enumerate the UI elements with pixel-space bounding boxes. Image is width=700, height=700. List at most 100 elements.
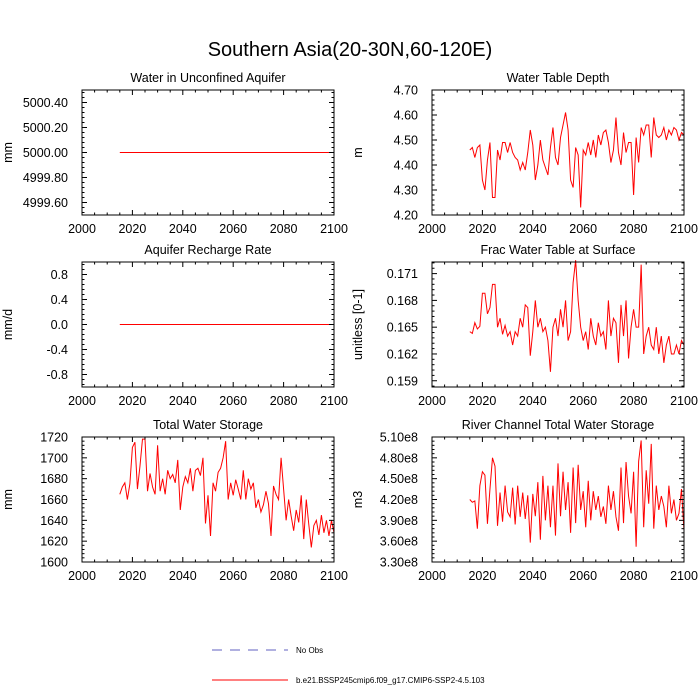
- panel-title: River Channel Total Water Storage: [462, 418, 655, 432]
- y-tick-label: 1720: [40, 431, 68, 445]
- panel-3: Aquifer Recharge Rate mm/d 2000 2020 2040 206…: [1, 243, 348, 408]
- y-axis-label: unitless [0-1]: [351, 289, 365, 360]
- y-tick-label: 1600: [40, 556, 68, 570]
- y-tick-label: 4.80e8: [380, 451, 418, 465]
- x-tick-label: 2000: [68, 569, 96, 583]
- y-tick-label: 1620: [40, 535, 68, 549]
- y-tick-label: 4.50: [394, 134, 418, 148]
- x-tick-label: 2040: [519, 394, 547, 408]
- panels: Water in Unconfined Aquifer mm 2000 2020 204…: [1, 71, 698, 583]
- x-tick-label: 2020: [468, 569, 496, 583]
- x-tick-label: 2000: [418, 222, 446, 236]
- legend-label-no-obs: No Obs: [296, 646, 323, 655]
- x-tick-label: 2020: [468, 222, 496, 236]
- panel-title: Water Table Depth: [507, 71, 610, 85]
- x-tick-label: 2080: [270, 569, 298, 583]
- x-tick-label: 2040: [519, 569, 547, 583]
- y-tick-label: 3.90e8: [380, 514, 418, 528]
- y-tick-label: 5000.00: [23, 146, 68, 160]
- y-tick-label: 1680: [40, 472, 68, 486]
- y-tick-label: 4999.60: [23, 196, 68, 210]
- x-tick-label: 2020: [468, 394, 496, 408]
- y-tick-label: 4.30: [394, 184, 418, 198]
- x-tick-label: 2080: [620, 222, 648, 236]
- y-tick-label: 5.10e8: [380, 431, 418, 445]
- y-tick-label: 3.30e8: [380, 556, 418, 570]
- series-line: [469, 440, 685, 547]
- panel-2: Water Table Depth m 2000 2020 2040 2060 2080 21…: [351, 71, 698, 236]
- x-tick-label: 2080: [620, 569, 648, 583]
- y-tick-label: 0.0: [51, 318, 68, 332]
- x-tick-label: 2100: [320, 569, 348, 583]
- panel-6: River Channel Total Water Storage m3 2000 2…: [351, 418, 698, 583]
- x-tick-label: 2080: [270, 222, 298, 236]
- y-tick-label: 1700: [40, 451, 68, 465]
- panel-title: Aquifer Recharge Rate: [144, 243, 271, 257]
- y-axis-label: mm: [1, 489, 15, 510]
- y-tick-label: -0.4: [46, 343, 68, 357]
- x-tick-label: 2040: [519, 222, 547, 236]
- x-tick-label: 2080: [620, 394, 648, 408]
- x-tick-label: 2060: [569, 222, 597, 236]
- series-line: [119, 438, 335, 548]
- figure-title: Southern Asia(20-30N,60-120E): [208, 39, 493, 61]
- x-tick-label: 2060: [569, 569, 597, 583]
- x-tick-label: 2100: [670, 394, 698, 408]
- y-tick-label: 4999.80: [23, 171, 68, 185]
- y-axis-label: m3: [351, 491, 365, 508]
- x-tick-label: 2060: [219, 569, 247, 583]
- panel-title: Water in Unconfined Aquifer: [130, 71, 285, 85]
- x-tick-label: 2020: [118, 222, 146, 236]
- x-tick-label: 2020: [118, 569, 146, 583]
- y-tick-label: 1640: [40, 514, 68, 528]
- y-tick-label: 1660: [40, 493, 68, 507]
- x-tick-label: 2100: [670, 569, 698, 583]
- y-axis-label: m: [351, 147, 365, 157]
- y-tick-label: 4.20: [394, 209, 418, 223]
- x-tick-label: 2000: [68, 394, 96, 408]
- y-axis-label: mm/d: [1, 309, 15, 340]
- y-tick-label: 0.171: [387, 267, 418, 281]
- x-tick-label: 2000: [418, 394, 446, 408]
- panel-1: Water in Unconfined Aquifer mm 2000 2020 204…: [1, 71, 348, 236]
- y-tick-label: 0.168: [387, 294, 418, 308]
- y-tick-label: 4.60: [394, 109, 418, 123]
- x-tick-label: 2100: [670, 222, 698, 236]
- x-tick-label: 2100: [320, 222, 348, 236]
- y-axis-label: mm: [1, 142, 15, 163]
- y-tick-label: -0.8: [46, 368, 68, 382]
- x-tick-label: 2040: [169, 394, 197, 408]
- y-tick-label: 0.8: [51, 268, 68, 282]
- y-tick-label: 4.40: [394, 159, 418, 173]
- x-tick-label: 2060: [569, 394, 597, 408]
- y-tick-label: 4.70: [394, 84, 418, 98]
- x-tick-label: 2080: [270, 394, 298, 408]
- x-tick-label: 2000: [68, 222, 96, 236]
- y-tick-label: 0.4: [51, 293, 68, 307]
- panel-5: Total Water Storage mm 2000 2020 2040 2060 208…: [1, 418, 348, 583]
- x-tick-label: 2060: [219, 394, 247, 408]
- panel-title: Total Water Storage: [153, 418, 263, 432]
- x-tick-label: 2000: [418, 569, 446, 583]
- series-line: [469, 260, 685, 372]
- series-line: [469, 112, 685, 208]
- panel-title: Frac Water Table at Surface: [481, 243, 636, 257]
- x-tick-label: 2060: [219, 222, 247, 236]
- y-tick-label: 5000.40: [23, 96, 68, 110]
- x-tick-label: 2040: [169, 222, 197, 236]
- plot-frame: [431, 261, 685, 388]
- x-tick-label: 2100: [320, 394, 348, 408]
- y-tick-label: 0.165: [387, 321, 418, 335]
- y-tick-label: 0.159: [387, 374, 418, 388]
- plot-frame: [431, 89, 685, 216]
- y-tick-label: 4.50e8: [380, 472, 418, 486]
- legend: No Obs b.e21.BSSP245cmip6.f09_g17.CMIP6-…: [212, 646, 485, 685]
- panel-4: Frac Water Table at Surface unitless [0-1…: [351, 243, 698, 408]
- x-tick-label: 2020: [118, 394, 146, 408]
- legend-label-model: b.e21.BSSP245cmip6.f09_g17.CMIP6-SSP2-4.…: [296, 676, 485, 685]
- x-tick-label: 2040: [169, 569, 197, 583]
- y-tick-label: 3.60e8: [380, 535, 418, 549]
- y-tick-label: 0.162: [387, 347, 418, 361]
- y-tick-label: 5000.20: [23, 121, 68, 135]
